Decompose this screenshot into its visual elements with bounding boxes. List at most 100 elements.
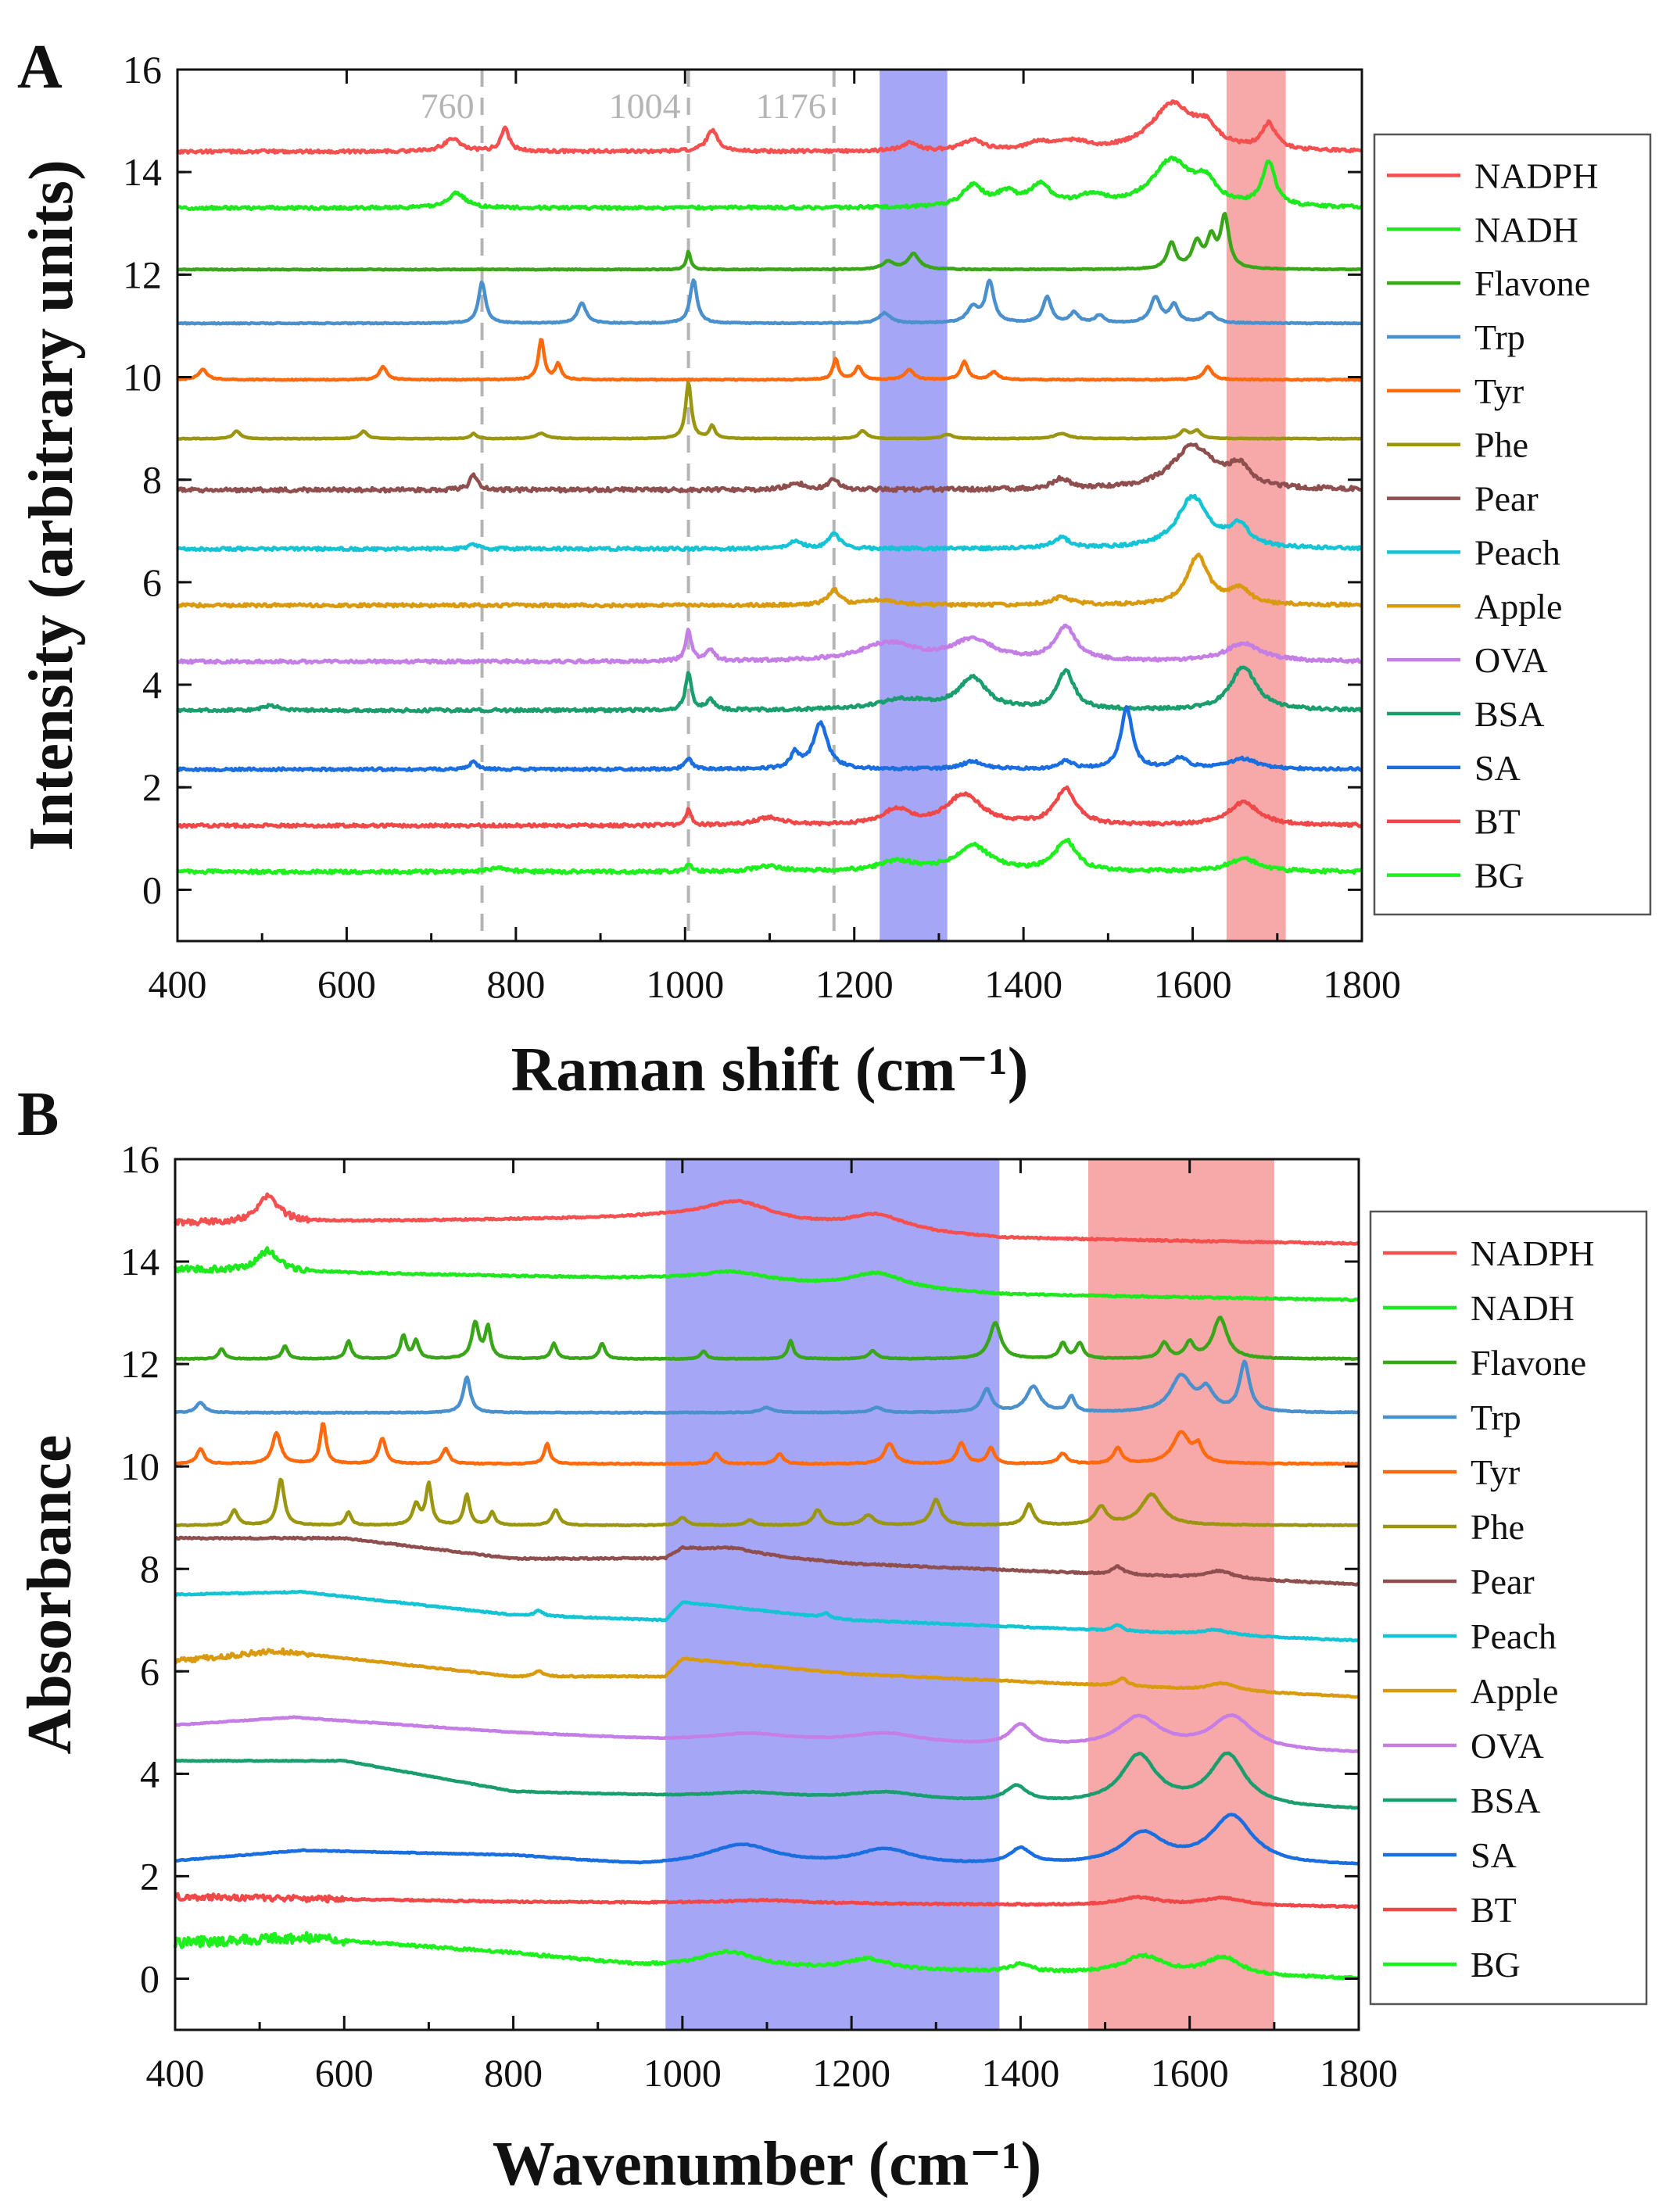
y-tick-label: 6 xyxy=(140,1649,159,1693)
chart-panel-A: 760 10 0 4 1176 400 600 800 1000 1200 1400 1600 1800… xyxy=(17,33,1652,1104)
y-tick-label: 16 xyxy=(123,48,162,91)
y-tick-label: 4 xyxy=(140,1752,159,1795)
series-line-tyr xyxy=(177,338,1363,382)
series-line-apple xyxy=(177,552,1363,609)
x-tick-label: 1000 xyxy=(643,2051,722,2095)
y-tick-label: 8 xyxy=(142,458,162,502)
legend-label-bt: BT xyxy=(1474,802,1521,842)
series-line-nadph xyxy=(173,1192,1360,1246)
y-tick-label: 6 xyxy=(142,560,162,604)
legend-box xyxy=(1373,133,1652,916)
x-tick-label: 600 xyxy=(317,962,376,1006)
legend-label-nadph: NADPH xyxy=(1471,1233,1594,1273)
series-line-bt xyxy=(177,785,1363,829)
series-line-sa xyxy=(174,1813,1360,1866)
legend-label-bg: BG xyxy=(1471,1945,1521,1985)
y-axis-title: Intensity (arbitrary units) xyxy=(17,159,86,850)
x-tick-label: 1000 xyxy=(646,962,724,1006)
series-line-trp xyxy=(177,278,1363,326)
series-line-pear xyxy=(176,442,1363,494)
panel-letter: A xyxy=(17,33,63,102)
x-tick-label: 1200 xyxy=(815,962,894,1006)
legend-label-bg: BG xyxy=(1474,856,1524,896)
chart-panel-B: 400 600 800 1000 1200 1400 1600 1800 0 2 4 6 8 10 12 14… xyxy=(16,1080,1648,2199)
x-tick-label: 1600 xyxy=(1154,962,1232,1006)
guide-label-1176: 1176 xyxy=(755,86,826,126)
legend-label-nadh: NADH xyxy=(1471,1288,1575,1328)
x-tick-label: 1600 xyxy=(1151,2051,1229,2095)
y-tick-label: 4 xyxy=(142,663,162,707)
legend-label-bt: BT xyxy=(1471,1890,1517,1930)
series-line-bg xyxy=(173,1931,1360,1981)
series-line-flavone xyxy=(177,211,1363,272)
series-line-tyr xyxy=(174,1422,1360,1466)
y-tick-label: 10 xyxy=(123,356,162,399)
legend-label-trp: Trp xyxy=(1474,317,1525,357)
series-line-bsa xyxy=(176,665,1363,714)
legend-label-apple: Apple xyxy=(1474,586,1562,626)
x-tick-label: 400 xyxy=(149,962,207,1006)
series-line-apple xyxy=(174,1647,1360,1699)
y-tick-label: 10 xyxy=(120,1444,159,1488)
series-line-nadh xyxy=(173,1246,1360,1303)
band-blue xyxy=(665,1159,1000,2030)
legend-label-tyr: Tyr xyxy=(1471,1452,1520,1492)
legend-label-sa: SA xyxy=(1474,748,1521,788)
legend-label-ova: OVA xyxy=(1474,640,1548,680)
y-tick-label: 14 xyxy=(120,1240,159,1283)
series-line-phe xyxy=(177,381,1363,441)
series-line-nadh xyxy=(177,156,1363,212)
x-tick-label: 800 xyxy=(486,962,545,1006)
legend-label-trp: Trp xyxy=(1471,1398,1521,1437)
y-tick-label: 12 xyxy=(120,1342,159,1386)
series-line-bsa xyxy=(174,1751,1360,1810)
x-tick-label: 1800 xyxy=(1320,2051,1398,2095)
legend-box xyxy=(1369,1210,1648,2006)
x-tick-label: 400 xyxy=(146,2051,205,2095)
series-line-ova xyxy=(177,623,1363,665)
y-tick-label: 0 xyxy=(142,868,162,911)
x-tick-label: 600 xyxy=(315,2051,374,2095)
series-line-peach xyxy=(176,493,1363,553)
series-line-nadph xyxy=(176,99,1363,155)
panel-letter: B xyxy=(17,1080,59,1149)
x-tick-label: 1400 xyxy=(984,962,1062,1006)
y-axis-title: Absorbance xyxy=(16,1435,84,1755)
legend-label-bsa: BSA xyxy=(1471,1781,1540,1820)
band-red xyxy=(1226,70,1286,941)
legend-label-flavone: Flavone xyxy=(1471,1343,1586,1383)
series-line-bg xyxy=(176,837,1363,875)
y-tick-label: 2 xyxy=(140,1854,159,1898)
band-red xyxy=(1087,1159,1274,2030)
guide-label-760: 760 xyxy=(421,86,475,126)
legend-label-pear: Pear xyxy=(1471,1562,1535,1602)
legend-label-sa: SA xyxy=(1471,1835,1517,1875)
legend-label-nadh: NADH xyxy=(1474,209,1578,249)
series-line-sa xyxy=(176,705,1363,773)
legend: NADPH NADH Flavone Trp Tyr Phe Pear Peach Apple O… xyxy=(1373,133,1652,916)
x-axis-title: Wavenumber (cm⁻¹) xyxy=(493,2130,1041,2199)
legend-label-peach: Peach xyxy=(1474,532,1560,572)
legend-label-bsa: BSA xyxy=(1474,694,1544,734)
legend-label-pear: Pear xyxy=(1474,479,1539,519)
y-tick-label: 16 xyxy=(120,1137,159,1181)
y-tick-label: 2 xyxy=(142,765,162,809)
series-line-bt xyxy=(174,1892,1360,1910)
series-line-pear xyxy=(174,1535,1360,1587)
x-tick-label: 1800 xyxy=(1323,962,1401,1006)
series-line-trp xyxy=(174,1359,1360,1416)
y-tick-label: 0 xyxy=(140,1956,159,2000)
series-line-peach xyxy=(174,1589,1360,1643)
series-line-phe xyxy=(174,1477,1360,1528)
legend-label-peach: Peach xyxy=(1471,1616,1557,1656)
legend-label-ova: OVA xyxy=(1471,1726,1544,1766)
x-tick-label: 1200 xyxy=(812,2051,890,2095)
legend: NADPH NADH Flavone Trp Tyr Phe Pear Peach Apple O… xyxy=(1369,1210,1648,2006)
legend-label-phe: Phe xyxy=(1474,425,1528,465)
x-axis-title: Raman shift (cm⁻¹) xyxy=(511,1036,1029,1104)
legend-label-phe: Phe xyxy=(1471,1507,1524,1547)
series-line-ova xyxy=(174,1713,1360,1754)
y-tick-label: 8 xyxy=(140,1547,159,1591)
series-line-flavone xyxy=(174,1315,1360,1362)
